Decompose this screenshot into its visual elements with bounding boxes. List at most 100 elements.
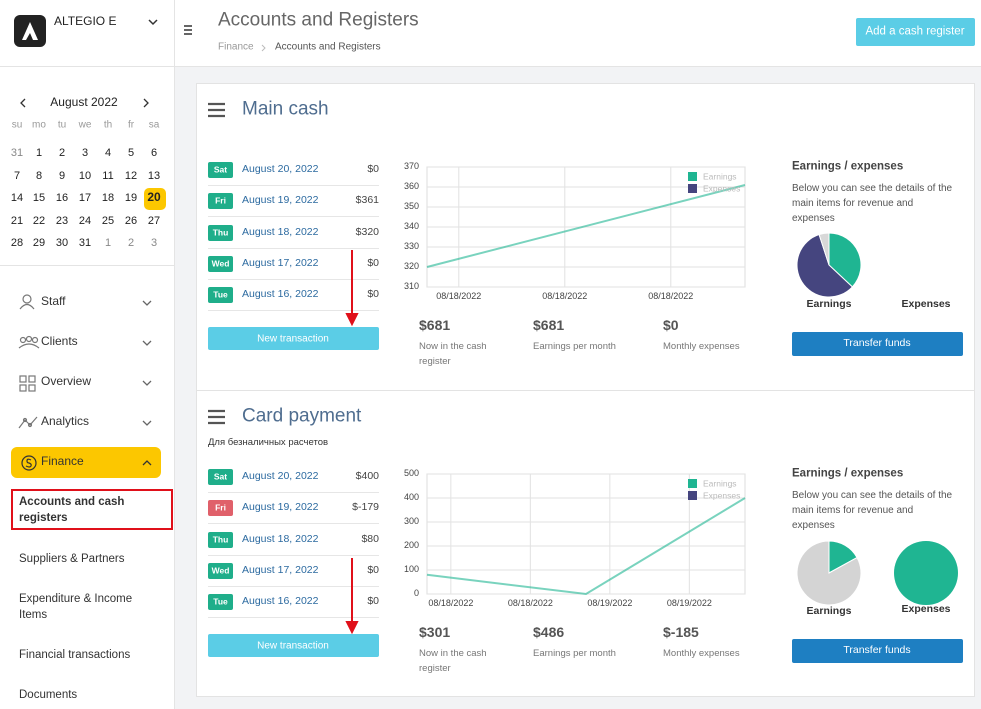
calendar-day[interactable]: 1: [35, 146, 43, 159]
y-tick-label: 330: [403, 241, 419, 252]
day-label: Thu: [212, 226, 229, 237]
calendar-day[interactable]: 23: [55, 214, 69, 227]
row-separator: [208, 185, 379, 186]
nav-item[interactable]: Clients: [41, 334, 78, 349]
transfer-label[interactable]: Transfer funds: [843, 337, 911, 350]
nav-item[interactable]: Analytics: [41, 414, 90, 429]
calendar-day[interactable]: 8: [35, 169, 43, 182]
company-name: ALTEGIO E: [54, 14, 117, 29]
transaction-date[interactable]: August 19, 2022: [242, 194, 319, 207]
finance-highlight[interactable]: [11, 447, 161, 478]
calendar-day[interactable]: 2: [58, 146, 66, 159]
x-tick-label: 08/19/2022: [587, 598, 633, 609]
submenu-item[interactable]: Accounts and cash registers: [19, 496, 125, 524]
calendar-day[interactable]: 24: [78, 214, 92, 227]
submenu-item[interactable]: Expenditure & Income Items: [19, 593, 133, 621]
transfer-label[interactable]: Transfer funds: [843, 644, 911, 657]
day-label: Sat: [213, 471, 228, 482]
calendar-day[interactable]: 31: [10, 146, 24, 159]
calendar-day[interactable]: 3: [81, 146, 89, 159]
transfer-button[interactable]: [792, 332, 963, 356]
calendar-day[interactable]: 31: [78, 236, 92, 249]
stat-label: Earnings per month: [533, 341, 616, 352]
day-badge: [208, 562, 233, 579]
calendar-day[interactable]: 26: [124, 214, 138, 227]
calendar-day[interactable]: 13: [147, 169, 161, 182]
stat-label: Now in the cash register: [419, 648, 487, 674]
add-register-button[interactable]: [856, 18, 975, 46]
calendar-day[interactable]: 6: [150, 146, 158, 159]
calendar-day[interactable]: 15: [32, 191, 46, 204]
stat-value: $486: [533, 623, 565, 640]
calendar-day[interactable]: 11: [102, 169, 114, 182]
calendar-day[interactable]: 3: [150, 236, 158, 249]
transaction-date[interactable]: August 20, 2022: [242, 470, 319, 483]
nav-item[interactable]: Staff: [41, 294, 66, 309]
calendar-day[interactable]: 27: [147, 214, 161, 227]
y-tick-label: 360: [403, 181, 419, 192]
calendar-day[interactable]: 4: [104, 146, 112, 159]
active-item-box[interactable]: [11, 489, 173, 530]
nav-item[interactable]: Finance: [41, 454, 84, 469]
transaction-amount: $0: [367, 595, 379, 608]
submenu-item[interactable]: Financial transactions: [19, 649, 131, 661]
transaction-date[interactable]: August 17, 2022: [242, 563, 319, 576]
weekday: th: [103, 119, 113, 131]
x-tick-label: 08/18/2022: [648, 291, 694, 302]
calendar-day[interactable]: 5: [127, 146, 135, 159]
transaction-date[interactable]: August 20, 2022: [242, 163, 319, 176]
day-label: Tue: [213, 596, 228, 607]
weekday: fr: [127, 119, 135, 131]
nav-item[interactable]: Overview: [41, 374, 92, 389]
calendar-day[interactable]: 12: [124, 169, 138, 182]
calendar-day[interactable]: 28: [10, 236, 24, 249]
transfer-button[interactable]: [792, 639, 963, 663]
calendar-day[interactable]: 16: [55, 191, 69, 204]
transaction-date[interactable]: August 19, 2022: [242, 501, 319, 514]
calendar-day[interactable]: 17: [78, 191, 92, 204]
day-label: Fri: [215, 195, 226, 206]
calendar-day[interactable]: 25: [101, 214, 115, 227]
calendar-day[interactable]: 7: [13, 169, 21, 182]
calendar-day[interactable]: 19: [124, 191, 138, 204]
new-transaction-label[interactable]: New transaction: [257, 333, 329, 344]
day-badge: [208, 162, 233, 178]
pie-label: Expenses: [901, 603, 951, 616]
day-badge: [208, 224, 233, 241]
new-transaction-button[interactable]: [208, 327, 379, 350]
transaction-amount: $0: [367, 256, 379, 269]
calendar-day[interactable]: 18: [101, 191, 115, 204]
weekday: sa: [148, 119, 160, 131]
calendar-day[interactable]: 20: [147, 190, 161, 205]
selected-day[interactable]: [144, 188, 166, 210]
legend-label: Expenses: [703, 182, 741, 193]
row-separator: [208, 247, 379, 249]
new-transaction-label[interactable]: New transaction: [257, 640, 329, 651]
breadcrumb[interactable]: Finance: [218, 41, 254, 53]
calendar-day[interactable]: 21: [10, 214, 24, 227]
calendar-day[interactable]: 14: [10, 191, 24, 204]
day-label: Sat: [213, 164, 228, 175]
calendar-day[interactable]: 9: [58, 169, 66, 182]
add-register-label[interactable]: Add a cash register: [865, 25, 965, 38]
calendar-day[interactable]: 30: [55, 236, 69, 249]
calendar-day[interactable]: 1: [104, 236, 112, 249]
transaction-date[interactable]: August 18, 2022: [242, 532, 319, 545]
y-tick-label: 200: [403, 540, 419, 551]
new-transaction-button[interactable]: [208, 634, 379, 657]
calendar-day[interactable]: 22: [32, 214, 46, 227]
row-separator: [208, 554, 379, 556]
calendar-day[interactable]: 29: [32, 236, 46, 249]
calendar-day[interactable]: 2: [127, 236, 135, 249]
calendar-day[interactable]: 10: [78, 169, 92, 182]
transaction-date[interactable]: August 16, 2022: [242, 288, 319, 301]
transaction-date[interactable]: August 18, 2022: [242, 225, 319, 238]
pie-label: Earnings: [806, 298, 852, 311]
transaction-date[interactable]: August 16, 2022: [242, 595, 319, 608]
transaction-date[interactable]: August 17, 2022: [242, 256, 319, 269]
day-badge: [208, 193, 233, 210]
submenu-item[interactable]: Suppliers & Partners: [19, 553, 125, 565]
stat-label: Monthly expenses: [663, 648, 740, 659]
submenu-item[interactable]: Documents: [19, 689, 78, 701]
x-tick-label: 08/18/2022: [436, 291, 482, 302]
